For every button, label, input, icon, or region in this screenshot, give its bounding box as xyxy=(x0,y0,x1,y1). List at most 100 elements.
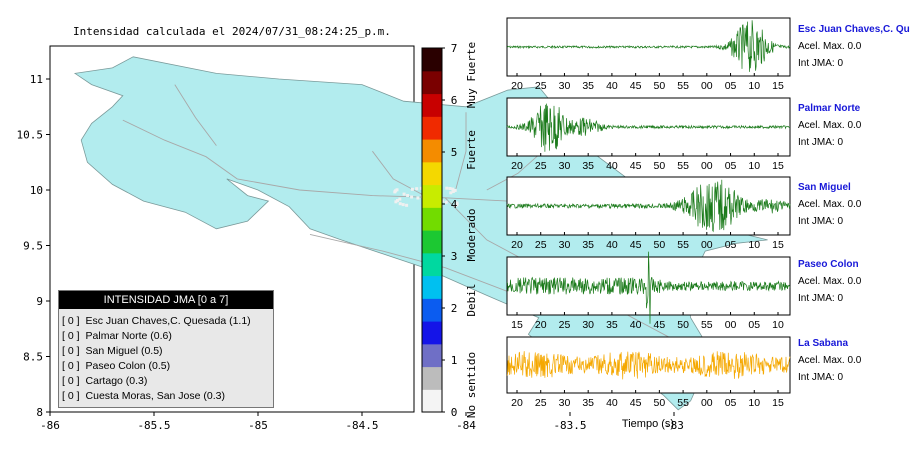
city-marker xyxy=(416,196,420,200)
waveform-x-tick-label: 25 xyxy=(559,319,571,331)
waveform-x-tick-label: 35 xyxy=(606,319,618,331)
colorbar-level-label: No sentido xyxy=(465,352,478,418)
colorbar-segment xyxy=(422,139,442,163)
waveform-x-tick-label: 40 xyxy=(606,239,618,251)
station-info: Paseo Colon Acel. Max. 0.0 Int JMA: 0 xyxy=(798,259,910,304)
station-accel-max: Acel. Max. 0.0 xyxy=(798,276,862,287)
colorbar-segment xyxy=(422,343,442,368)
colorbar-frame xyxy=(421,47,443,413)
legend-item-label: Palmar Norte (0.6) xyxy=(85,330,172,342)
waveform-x-tick-label: 40 xyxy=(606,160,618,172)
legend-item: [ 0 ] Paseo Colon (0.5) xyxy=(62,359,273,374)
legend-item-label: Esc Juan Chaves,C. Quesada (1.1) xyxy=(85,315,251,327)
waveform-x-tick-label: 10 xyxy=(748,160,760,172)
station-accel-max: Acel. Max. 0.0 xyxy=(798,41,862,52)
station-accel-max: Acel. Max. 0.0 xyxy=(798,199,862,210)
legend-item-code: [ 0 ] xyxy=(62,375,80,387)
city-marker xyxy=(419,186,423,190)
waveform-x-tick-label: 30 xyxy=(559,239,571,251)
waveform-x-tick-label: 20 xyxy=(511,397,523,409)
colorbar-tick-label: 1 xyxy=(451,354,458,367)
waveform-x-tick-label: 20 xyxy=(535,319,547,331)
city-marker xyxy=(405,203,409,207)
legend-item-label: Cuesta Moras, San Jose (0.3) xyxy=(85,390,225,402)
waveform-x-tick-label: 00 xyxy=(701,160,713,172)
waveform-x-tick-label: 55 xyxy=(677,80,689,92)
colorbar-segment xyxy=(422,70,442,95)
waveform-panel: 20 25 30 35 40 45 50 55 00 05 10 15 xyxy=(506,97,791,172)
map-y-tick-label: 10.5 xyxy=(17,129,44,142)
city-marker xyxy=(454,203,457,207)
waveform-x-tick-label: 40 xyxy=(606,397,618,409)
colorbar-segment xyxy=(422,116,442,140)
waveform-x-tick-label: 25 xyxy=(535,239,547,251)
waveform-x-tick-label: 15 xyxy=(772,80,784,92)
map-x-tick-label: -83 xyxy=(664,419,684,432)
colorbar-segment xyxy=(422,161,442,186)
waveform-x-tick-label: 45 xyxy=(654,319,666,331)
colorbar-tick-label: 3 xyxy=(451,250,458,263)
station-accel-max: Acel. Max. 0.0 xyxy=(798,120,862,131)
station-jma-intensity: Int JMA: 0 xyxy=(798,216,844,227)
map-x-tick-label: -86 xyxy=(40,419,60,432)
station-jma-intensity: Int JMA: 0 xyxy=(798,372,844,383)
waveform-trace xyxy=(506,20,791,72)
colorbar-tick-label: 4 xyxy=(451,198,458,211)
city-marker xyxy=(449,191,453,195)
waveform-panel: 15 20 25 30 35 40 45 50 55 00 05 10 xyxy=(506,251,791,331)
colorbar-tick-label: 5 xyxy=(451,146,458,159)
legend-item: [ 0 ] San Miguel (0.5) xyxy=(62,344,273,359)
waveform-panel: 20 25 30 35 40 45 50 55 00 05 10 15 xyxy=(506,336,791,409)
waveform-x-tick-label: 00 xyxy=(701,397,713,409)
city-marker xyxy=(453,188,457,192)
waveform-x-tick-label: 50 xyxy=(677,319,689,331)
waveform-x-tick-label: 50 xyxy=(654,397,666,409)
colorbar-tick-label: 7 xyxy=(451,42,458,55)
colorbar-segment xyxy=(422,298,442,322)
legend-item-code: [ 0 ] xyxy=(62,345,80,357)
colorbar-segment xyxy=(422,207,442,231)
colorbar-segment xyxy=(422,275,442,299)
legend-item-code: [ 0 ] xyxy=(62,360,80,372)
waveform-x-tick-label: 30 xyxy=(559,80,571,92)
colorbar-level-label: Debil xyxy=(465,283,478,316)
city-marker xyxy=(410,187,414,191)
waveform-trace xyxy=(506,179,791,233)
legend-item-label: Paseo Colon (0.5) xyxy=(85,360,171,372)
waveform-x-tick-label: 35 xyxy=(582,80,594,92)
city-marker xyxy=(401,203,405,207)
city-marker xyxy=(396,199,399,202)
map-legend: INTENSIDAD JMA [0 a 7] [ 0 ] Esc Juan Cha… xyxy=(58,290,274,408)
city-marker xyxy=(415,187,419,191)
legend-title: INTENSIDAD JMA [0 a 7] xyxy=(59,291,273,309)
map-y-tick-label: 9.5 xyxy=(23,240,43,253)
waveform-x-tick-label: 35 xyxy=(582,160,594,172)
station-jma-intensity: Int JMA: 0 xyxy=(798,293,844,304)
station-accel-max: Acel. Max. 0.0 xyxy=(798,355,862,366)
colorbar-tick-label: 6 xyxy=(451,94,458,107)
waveform-x-tick-label: 45 xyxy=(630,80,642,92)
city-marker xyxy=(398,197,402,201)
waveform-x-tick-label: 05 xyxy=(725,239,737,251)
city-marker xyxy=(398,202,402,206)
waveform-x-tick-label: 55 xyxy=(701,319,713,331)
colorbar-segment xyxy=(422,252,442,277)
waveform-x-tick-label: 35 xyxy=(582,397,594,409)
waveform-x-tick-label: 30 xyxy=(559,160,571,172)
city-marker xyxy=(406,194,410,197)
station-name: Esc Juan Chaves,C. Qu xyxy=(798,24,910,35)
map-x-tick-label: -85 xyxy=(248,419,268,432)
waveform-x-tick-label: 50 xyxy=(654,160,666,172)
waveform-x-tick-label: 15 xyxy=(772,239,784,251)
map-x-tick-label: -84 xyxy=(456,419,476,432)
waveform-x-tick-label: 10 xyxy=(748,80,760,92)
waveform-panel: 20 25 30 35 40 45 50 55 00 05 10 15 xyxy=(506,176,791,251)
waveform-x-tick-label: 50 xyxy=(654,80,666,92)
city-marker xyxy=(410,195,414,199)
waveform-x-tick-label: 40 xyxy=(606,80,618,92)
waveform-x-tick-label: 10 xyxy=(772,319,784,331)
map-y-tick-label: 9 xyxy=(36,295,43,308)
waveform-x-tick-label: 05 xyxy=(725,397,737,409)
city-marker xyxy=(394,200,398,204)
